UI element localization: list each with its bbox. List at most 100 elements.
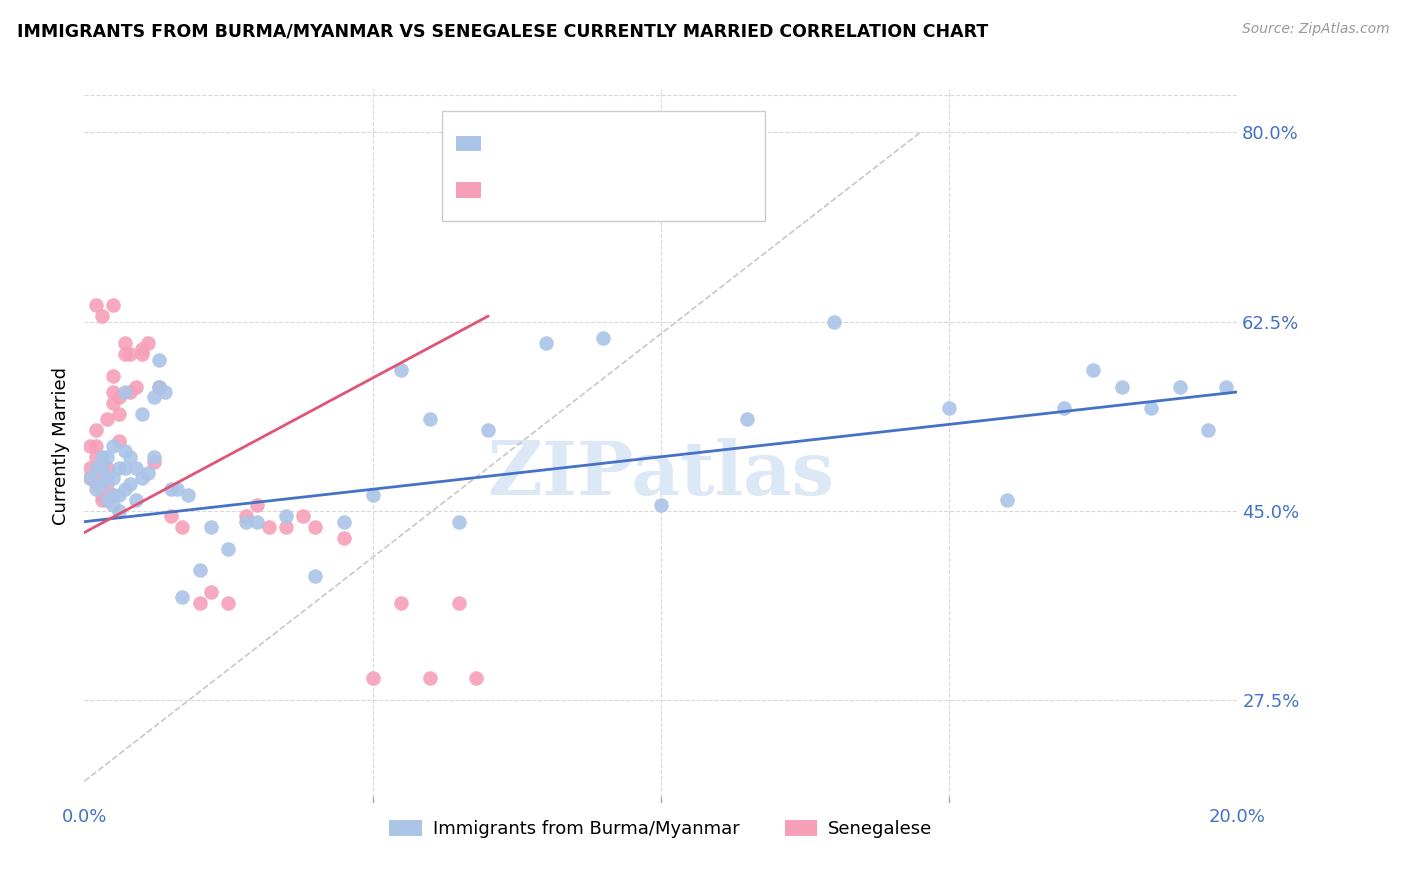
Text: ZIPatlas: ZIPatlas bbox=[488, 438, 834, 511]
Legend: Immigrants from Burma/Myanmar, Senegalese: Immigrants from Burma/Myanmar, Senegales… bbox=[382, 813, 939, 845]
Point bbox=[1215, 379, 1237, 393]
Point bbox=[103, 396, 124, 410]
Point bbox=[108, 434, 131, 448]
Point bbox=[96, 460, 118, 475]
Point bbox=[131, 342, 153, 356]
Text: 0.413: 0.413 bbox=[548, 180, 605, 198]
Point bbox=[114, 336, 136, 351]
Point bbox=[172, 520, 194, 534]
Point bbox=[333, 515, 356, 529]
Point bbox=[103, 439, 124, 453]
Point bbox=[79, 471, 101, 485]
Point bbox=[108, 460, 131, 475]
Point bbox=[120, 450, 142, 464]
Point bbox=[148, 352, 170, 367]
Point bbox=[419, 672, 441, 686]
Point bbox=[131, 471, 153, 485]
Point bbox=[276, 509, 298, 524]
Point bbox=[84, 450, 107, 464]
Point bbox=[995, 493, 1018, 508]
Point bbox=[160, 509, 183, 524]
Text: 53: 53 bbox=[658, 180, 682, 198]
Point bbox=[1083, 363, 1105, 377]
Point bbox=[84, 460, 107, 475]
Point bbox=[938, 401, 960, 416]
Text: 63: 63 bbox=[658, 134, 682, 152]
Point bbox=[136, 336, 159, 351]
Point bbox=[114, 460, 136, 475]
Point bbox=[120, 384, 142, 399]
Point bbox=[449, 596, 471, 610]
Point bbox=[153, 384, 176, 399]
Bar bbox=[456, 136, 481, 152]
Point bbox=[96, 471, 118, 485]
Point bbox=[103, 298, 124, 312]
Text: 0.219: 0.219 bbox=[548, 134, 605, 152]
Point bbox=[304, 568, 326, 582]
Point bbox=[114, 482, 136, 496]
Point bbox=[142, 450, 165, 464]
Point bbox=[125, 493, 148, 508]
Point bbox=[1053, 401, 1076, 416]
Point bbox=[79, 439, 101, 453]
Point bbox=[79, 471, 101, 485]
Point bbox=[304, 520, 326, 534]
Point bbox=[188, 563, 211, 577]
Point bbox=[84, 476, 107, 491]
Point bbox=[142, 390, 165, 404]
Point bbox=[148, 379, 170, 393]
Point bbox=[246, 499, 269, 513]
Point bbox=[103, 471, 124, 485]
Point bbox=[188, 596, 211, 610]
Point bbox=[114, 347, 136, 361]
Point bbox=[449, 515, 471, 529]
FancyBboxPatch shape bbox=[441, 111, 765, 221]
Point bbox=[246, 515, 269, 529]
Point bbox=[1198, 423, 1220, 437]
Point bbox=[142, 455, 165, 469]
Text: Source: ZipAtlas.com: Source: ZipAtlas.com bbox=[1241, 22, 1389, 37]
Text: N =: N = bbox=[609, 134, 650, 152]
Point bbox=[84, 482, 107, 496]
Point bbox=[1111, 379, 1133, 393]
Point bbox=[823, 315, 845, 329]
Point bbox=[333, 531, 356, 545]
Point bbox=[84, 298, 107, 312]
Point bbox=[592, 331, 614, 345]
Point bbox=[90, 471, 112, 485]
Point bbox=[90, 476, 112, 491]
Text: R =: R = bbox=[499, 134, 538, 152]
Point bbox=[96, 450, 118, 464]
Point bbox=[166, 482, 188, 496]
Bar bbox=[456, 182, 481, 198]
Point bbox=[90, 493, 112, 508]
Text: R =: R = bbox=[499, 180, 538, 198]
Point bbox=[96, 493, 118, 508]
Point bbox=[361, 672, 384, 686]
Point bbox=[361, 488, 384, 502]
Point bbox=[108, 407, 131, 421]
Point bbox=[1140, 401, 1163, 416]
Point bbox=[218, 596, 240, 610]
Point bbox=[103, 488, 124, 502]
Point bbox=[534, 336, 557, 351]
Text: IMMIGRANTS FROM BURMA/MYANMAR VS SENEGALESE CURRENTLY MARRIED CORRELATION CHART: IMMIGRANTS FROM BURMA/MYANMAR VS SENEGAL… bbox=[17, 22, 988, 40]
Point bbox=[84, 423, 107, 437]
Point bbox=[84, 439, 107, 453]
Point bbox=[292, 509, 315, 524]
Point bbox=[90, 450, 112, 464]
Point bbox=[103, 499, 124, 513]
Point bbox=[235, 509, 257, 524]
Point bbox=[125, 460, 148, 475]
Point bbox=[96, 493, 118, 508]
Point bbox=[200, 520, 222, 534]
Point bbox=[103, 488, 124, 502]
Point bbox=[131, 347, 153, 361]
Point bbox=[477, 423, 499, 437]
Point bbox=[96, 412, 118, 426]
Point bbox=[136, 466, 159, 480]
Point bbox=[84, 460, 107, 475]
Point bbox=[131, 407, 153, 421]
Point bbox=[125, 379, 148, 393]
Point bbox=[419, 412, 441, 426]
